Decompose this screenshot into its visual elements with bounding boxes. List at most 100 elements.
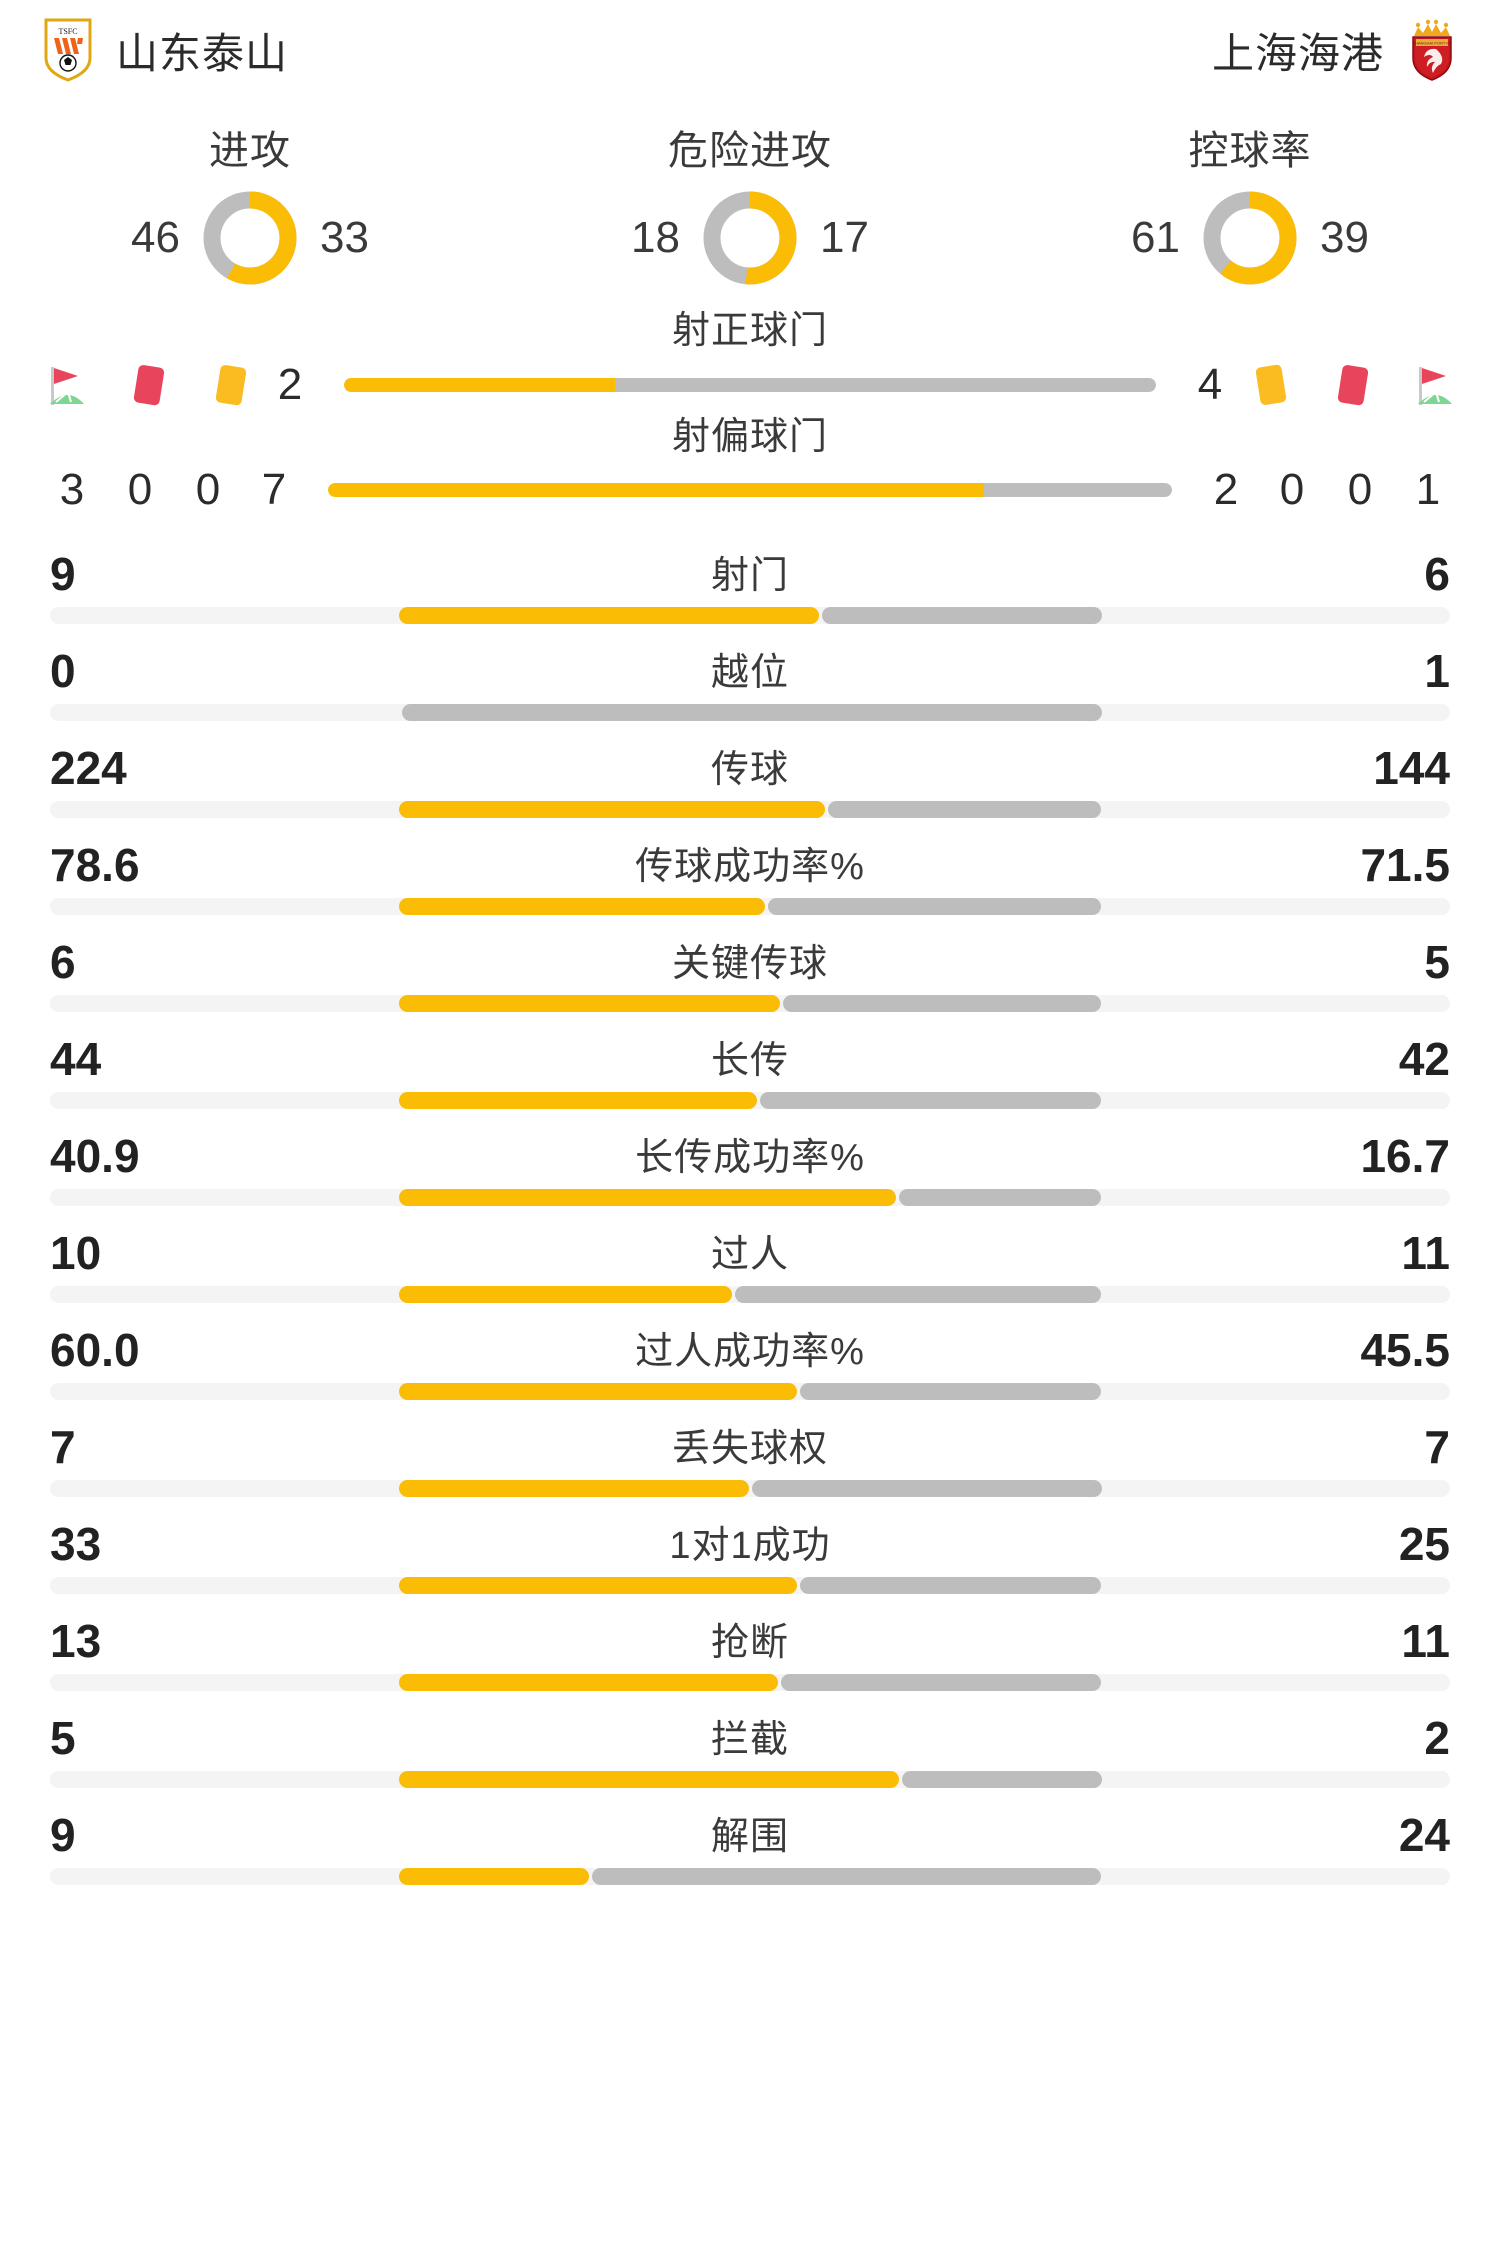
stat-label: 传球 xyxy=(710,749,789,792)
stat-bar-home xyxy=(398,1868,590,1886)
stat-home-value: 60.0 xyxy=(50,1324,140,1377)
stat-label: 过人成功率% xyxy=(635,1331,865,1374)
home-shots-on-target-value: 2 xyxy=(277,359,303,409)
shandong-taishan-crest: TSFC xyxy=(42,18,94,82)
red-card-icon xyxy=(1324,357,1380,413)
stat-home-value: 6 xyxy=(50,936,76,989)
stat-bar-away xyxy=(780,1674,1102,1692)
stat-bar-home xyxy=(398,1189,896,1207)
stat-away-value: 1 xyxy=(1424,645,1450,698)
home-team[interactable]: TSFC 山东泰山 xyxy=(42,18,288,82)
stat-bar-away xyxy=(592,1868,1102,1886)
home-yellow-card-count: 0 xyxy=(195,465,221,515)
away-discipline-counts: 0 0 1 xyxy=(1258,465,1462,515)
stat-bar-away xyxy=(901,1771,1102,1789)
stat-bar-away xyxy=(799,1577,1102,1595)
stat-row: 44 长传 42 xyxy=(50,1012,1450,1110)
stat-away-value: 45.5 xyxy=(1360,1324,1450,1377)
stat-label: 越位 xyxy=(710,652,789,695)
stat-bar-home xyxy=(398,1480,749,1498)
stat-home-value: 40.9 xyxy=(50,1130,140,1183)
stat-row: 33 1对1成功 25 xyxy=(50,1497,1450,1595)
stat-bar-track xyxy=(50,1092,1450,1110)
stat-bar-home xyxy=(398,1577,797,1595)
stat-bar-home xyxy=(398,607,819,625)
stat-bar-away xyxy=(898,1189,1102,1207)
away-shots-on-target-value: 4 xyxy=(1197,359,1223,409)
donut-cell-2: 控球率 61 39 xyxy=(1000,118,1500,310)
stat-bar-track xyxy=(50,1286,1450,1304)
stat-bar-home xyxy=(398,995,781,1013)
stat-bar-away xyxy=(751,1480,1102,1498)
stat-away-value: 16.7 xyxy=(1360,1130,1450,1183)
stat-away-value: 11 xyxy=(1401,1227,1450,1280)
shots-off-target-bar xyxy=(328,483,1172,498)
donut-summary-row: 进攻 46 33 危险进攻 18 17 控球率 61 39 xyxy=(0,100,1500,310)
stat-home-value: 0 xyxy=(50,645,76,698)
yellow-card-icon xyxy=(1242,357,1298,413)
stat-row: 10 过人 11 xyxy=(50,1206,1450,1304)
stat-home-value: 9 xyxy=(50,1809,76,1862)
split-row-label-0: 射正球门 xyxy=(671,310,828,352)
donut-home-value-1: 18 xyxy=(631,213,680,262)
stat-row: 5 拦截 2 xyxy=(50,1691,1450,1789)
stat-label: 长传成功率% xyxy=(635,1137,865,1180)
stat-label: 关键传球 xyxy=(671,943,828,986)
corner-flag-icon xyxy=(1406,357,1462,413)
home-discipline-icons xyxy=(38,357,258,413)
stat-row: 7 丢失球权 7 xyxy=(50,1400,1450,1498)
home-corner-count: 3 xyxy=(59,465,85,515)
stat-bar-home xyxy=(398,1771,899,1789)
stat-home-value: 7 xyxy=(50,1421,76,1474)
stat-row: 6 关键传球 5 xyxy=(50,915,1450,1013)
split-stats-block: 射正球门 2 xyxy=(0,310,1500,521)
stat-away-value: 11 xyxy=(1401,1615,1450,1668)
stat-bar-away xyxy=(821,607,1102,625)
stat-bar-track xyxy=(50,1674,1450,1692)
donut-home-value-0: 46 xyxy=(131,213,180,262)
away-yellow-card-count: 0 xyxy=(1279,465,1305,515)
donut-cell-1: 危险进攻 18 17 xyxy=(500,118,1000,310)
away-team-name: 上海海港 xyxy=(1211,29,1384,77)
stat-away-value: 144 xyxy=(1373,742,1450,795)
donut-cell-0: 进攻 46 33 xyxy=(0,118,500,310)
shanghai-port-crest: SHANGHAI PORT FC xyxy=(1406,18,1458,82)
svg-text:SHANGHAI PORT FC: SHANGHAI PORT FC xyxy=(1412,41,1452,46)
stat-bar-track xyxy=(50,1189,1450,1207)
corner-flag-icon xyxy=(38,357,94,413)
stat-row: 9 射门 6 xyxy=(50,527,1450,625)
stat-away-value: 7 xyxy=(1424,1421,1450,1474)
donut-away-value-2: 39 xyxy=(1320,213,1369,262)
donut-chart-0 xyxy=(203,191,297,285)
stat-home-value: 5 xyxy=(50,1712,76,1765)
stat-bar-away xyxy=(799,1383,1102,1401)
stat-home-value: 10 xyxy=(50,1227,102,1280)
away-corner-count: 1 xyxy=(1415,465,1441,515)
stat-row: 78.6 传球成功率% 71.5 xyxy=(50,818,1450,916)
stat-away-value: 2 xyxy=(1424,1712,1450,1765)
stat-bar-track xyxy=(50,1383,1450,1401)
stat-bar-home xyxy=(398,1674,778,1692)
stat-row: 13 抢断 11 xyxy=(50,1594,1450,1692)
donut-title-2: 控球率 xyxy=(1188,129,1312,173)
split-row-shots-on-target: 2 4 xyxy=(38,354,1462,416)
home-shots-off-target-value: 7 xyxy=(261,465,287,515)
donut-home-value-2: 61 xyxy=(1131,213,1180,262)
stat-bar-track xyxy=(50,801,1450,819)
stat-bar-track xyxy=(50,1480,1450,1498)
stat-bar-away xyxy=(827,801,1102,819)
stat-home-value: 33 xyxy=(50,1518,102,1571)
stat-bar-track xyxy=(50,1577,1450,1595)
stat-away-value: 42 xyxy=(1398,1033,1450,1086)
home-discipline-counts: 3 0 0 xyxy=(38,465,242,515)
stat-list: 9 射门 6 0 越位 1 224 传球 144 78.6 传球成功率% 71.5 6 关键传球 5 44 长传… xyxy=(0,527,1500,1886)
shots-on-target-bar xyxy=(344,377,1156,392)
donut-title-0: 进攻 xyxy=(209,129,291,173)
stat-bar-away xyxy=(768,898,1102,916)
stat-bar-home xyxy=(398,801,825,819)
stat-label: 丢失球权 xyxy=(671,1428,828,1471)
away-team[interactable]: 上海海港 SHANGHAI PORT FC xyxy=(1212,18,1458,82)
donut-chart-1 xyxy=(703,191,797,285)
stat-label: 拦截 xyxy=(710,1719,789,1762)
stat-home-value: 13 xyxy=(50,1615,102,1668)
